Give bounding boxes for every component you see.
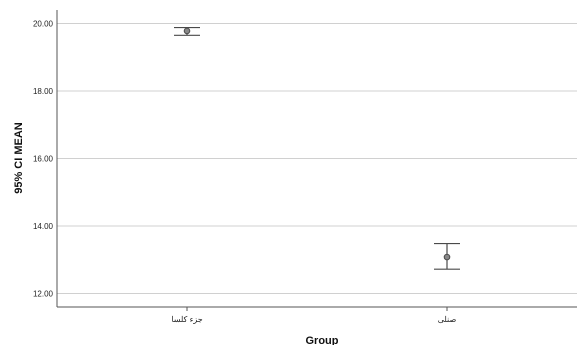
y-tick-label: 20.00 bbox=[33, 20, 54, 29]
mean-marker bbox=[183, 27, 191, 35]
y-axis-title: 95% CI MEAN bbox=[13, 122, 25, 194]
y-tick-label: 14.00 bbox=[33, 222, 54, 231]
y-tick-label: 16.00 bbox=[33, 155, 54, 164]
x-tick-label: صنلی bbox=[438, 315, 457, 324]
mean-marker bbox=[443, 253, 451, 261]
y-tick-labels: 12.00 14.00 16.00 18.00 20.00 bbox=[33, 20, 54, 299]
error-bars bbox=[174, 26, 460, 270]
x-tick-label: جزء کلسا bbox=[171, 315, 202, 324]
gridlines bbox=[57, 23, 577, 294]
x-tick-labels: جزء کلسا صنلی bbox=[171, 307, 456, 324]
axes bbox=[56, 10, 577, 308]
y-tick-label: 12.00 bbox=[33, 290, 54, 299]
y-tick-label: 18.00 bbox=[33, 87, 54, 96]
x-axis-title: Group bbox=[306, 335, 339, 345]
